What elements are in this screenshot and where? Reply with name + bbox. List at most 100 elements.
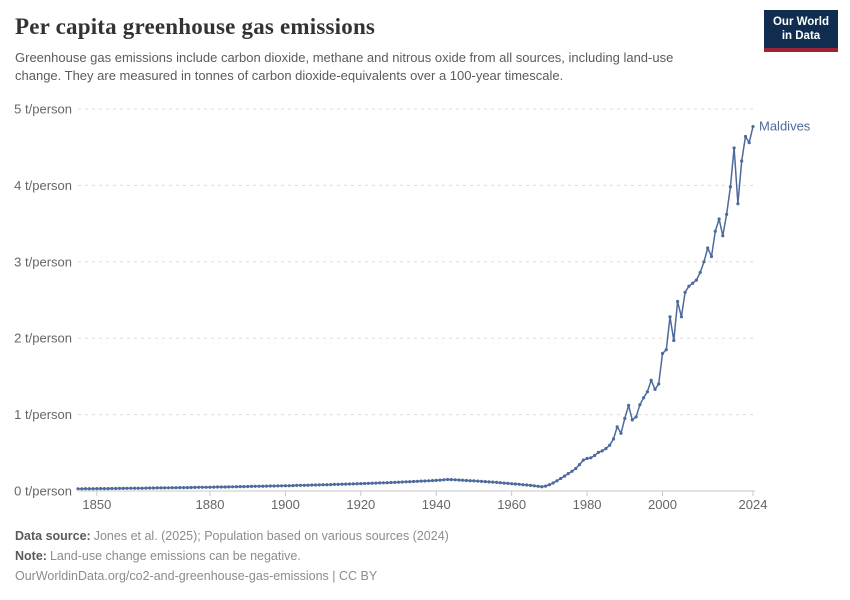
data-point xyxy=(562,474,567,478)
data-point xyxy=(725,212,729,216)
note-label: Note: xyxy=(15,549,47,563)
data-point xyxy=(306,483,310,487)
data-point xyxy=(317,483,321,487)
data-point xyxy=(623,416,627,420)
data-point xyxy=(264,484,269,488)
data-point xyxy=(683,290,687,294)
data-point xyxy=(393,480,397,484)
data-point xyxy=(709,254,714,259)
data-point xyxy=(736,202,740,206)
data-point xyxy=(212,485,216,489)
data-point xyxy=(272,484,276,488)
data-point xyxy=(476,479,480,483)
data-point xyxy=(159,486,163,490)
owid-logo[interactable]: Our World in Data xyxy=(764,10,838,52)
x-tick-label: 2000 xyxy=(648,497,677,512)
data-point xyxy=(231,485,235,489)
y-tick-label: 3 t/person xyxy=(14,254,72,269)
data-point xyxy=(381,481,385,485)
emissions-chart[interactable]: 0 t/person 1 t/person 2 t/person 3 t/person… xyxy=(0,96,850,520)
data-point xyxy=(691,281,695,285)
data-point xyxy=(532,484,536,488)
chart-area: 0 t/person 1 t/person 2 t/person 3 t/person… xyxy=(0,96,850,520)
data-point xyxy=(706,246,710,250)
data-point xyxy=(604,447,608,451)
data-point xyxy=(242,485,246,489)
data-point xyxy=(389,480,393,485)
data-point xyxy=(660,351,665,356)
data-point xyxy=(570,469,574,473)
data-point xyxy=(204,485,208,489)
data-point xyxy=(728,185,733,189)
series-label-maldives: Maldives xyxy=(759,119,811,134)
data-point xyxy=(434,478,438,482)
data-point xyxy=(219,485,223,489)
data-point xyxy=(740,159,744,163)
data-point xyxy=(99,487,103,491)
data-point xyxy=(694,278,699,282)
data-point xyxy=(223,485,227,489)
data-point xyxy=(268,484,272,488)
data-point xyxy=(502,481,506,485)
data-point xyxy=(585,456,589,461)
data-point xyxy=(619,431,623,435)
data-point xyxy=(193,485,197,489)
data-point xyxy=(687,284,691,288)
citation-line: OurWorldinData.org/co2-and-greenhouse-ga… xyxy=(15,569,378,583)
data-point xyxy=(751,125,755,129)
data-point xyxy=(408,480,412,484)
data-point xyxy=(366,481,370,485)
data-point xyxy=(713,229,717,233)
data-point xyxy=(453,478,457,482)
x-tick-label: 1960 xyxy=(497,497,526,512)
x-tick-label: 1900 xyxy=(271,497,300,512)
data-point xyxy=(385,481,389,485)
series-line xyxy=(77,125,754,490)
data-point xyxy=(136,486,140,490)
data-point xyxy=(491,480,495,484)
data-point xyxy=(400,480,404,484)
data-point xyxy=(449,478,453,482)
data-point xyxy=(547,483,552,487)
data-point xyxy=(148,486,152,490)
data-point xyxy=(200,485,204,489)
data-point xyxy=(329,483,333,487)
data-point xyxy=(653,387,657,391)
data-point xyxy=(374,481,378,485)
data-point xyxy=(615,425,619,429)
data-point xyxy=(495,480,499,484)
note-line: Note: Land-use change emissions can be ne… xyxy=(15,546,835,566)
data-point xyxy=(551,481,555,485)
data-point xyxy=(468,479,472,483)
data-point xyxy=(600,449,604,453)
data-point xyxy=(627,403,631,407)
data-point xyxy=(151,486,155,490)
data-point xyxy=(336,482,340,486)
data-point xyxy=(657,382,661,386)
data-point xyxy=(174,486,178,490)
y-tick-label: 2 t/person xyxy=(14,331,72,346)
data-point xyxy=(355,482,359,486)
data-point xyxy=(608,443,612,447)
data-point xyxy=(182,486,186,490)
x-tick-label: 1980 xyxy=(573,497,602,512)
data-point xyxy=(634,415,638,419)
data-point xyxy=(698,270,702,275)
data-point xyxy=(91,487,95,491)
data-point xyxy=(438,478,442,482)
data-point xyxy=(555,479,559,483)
data-point xyxy=(215,485,220,489)
data-point xyxy=(133,486,137,490)
x-tick-label: 1850 xyxy=(82,497,111,512)
data-point xyxy=(642,396,646,400)
data-point xyxy=(325,483,329,487)
data-point xyxy=(253,484,257,488)
data-point xyxy=(464,478,468,483)
data-point xyxy=(487,480,491,484)
data-point xyxy=(117,486,122,490)
data-point xyxy=(261,484,265,488)
data-point xyxy=(404,480,408,484)
logo-line-1: Our World xyxy=(772,16,829,28)
data-point xyxy=(430,479,435,483)
data-point xyxy=(510,482,514,486)
